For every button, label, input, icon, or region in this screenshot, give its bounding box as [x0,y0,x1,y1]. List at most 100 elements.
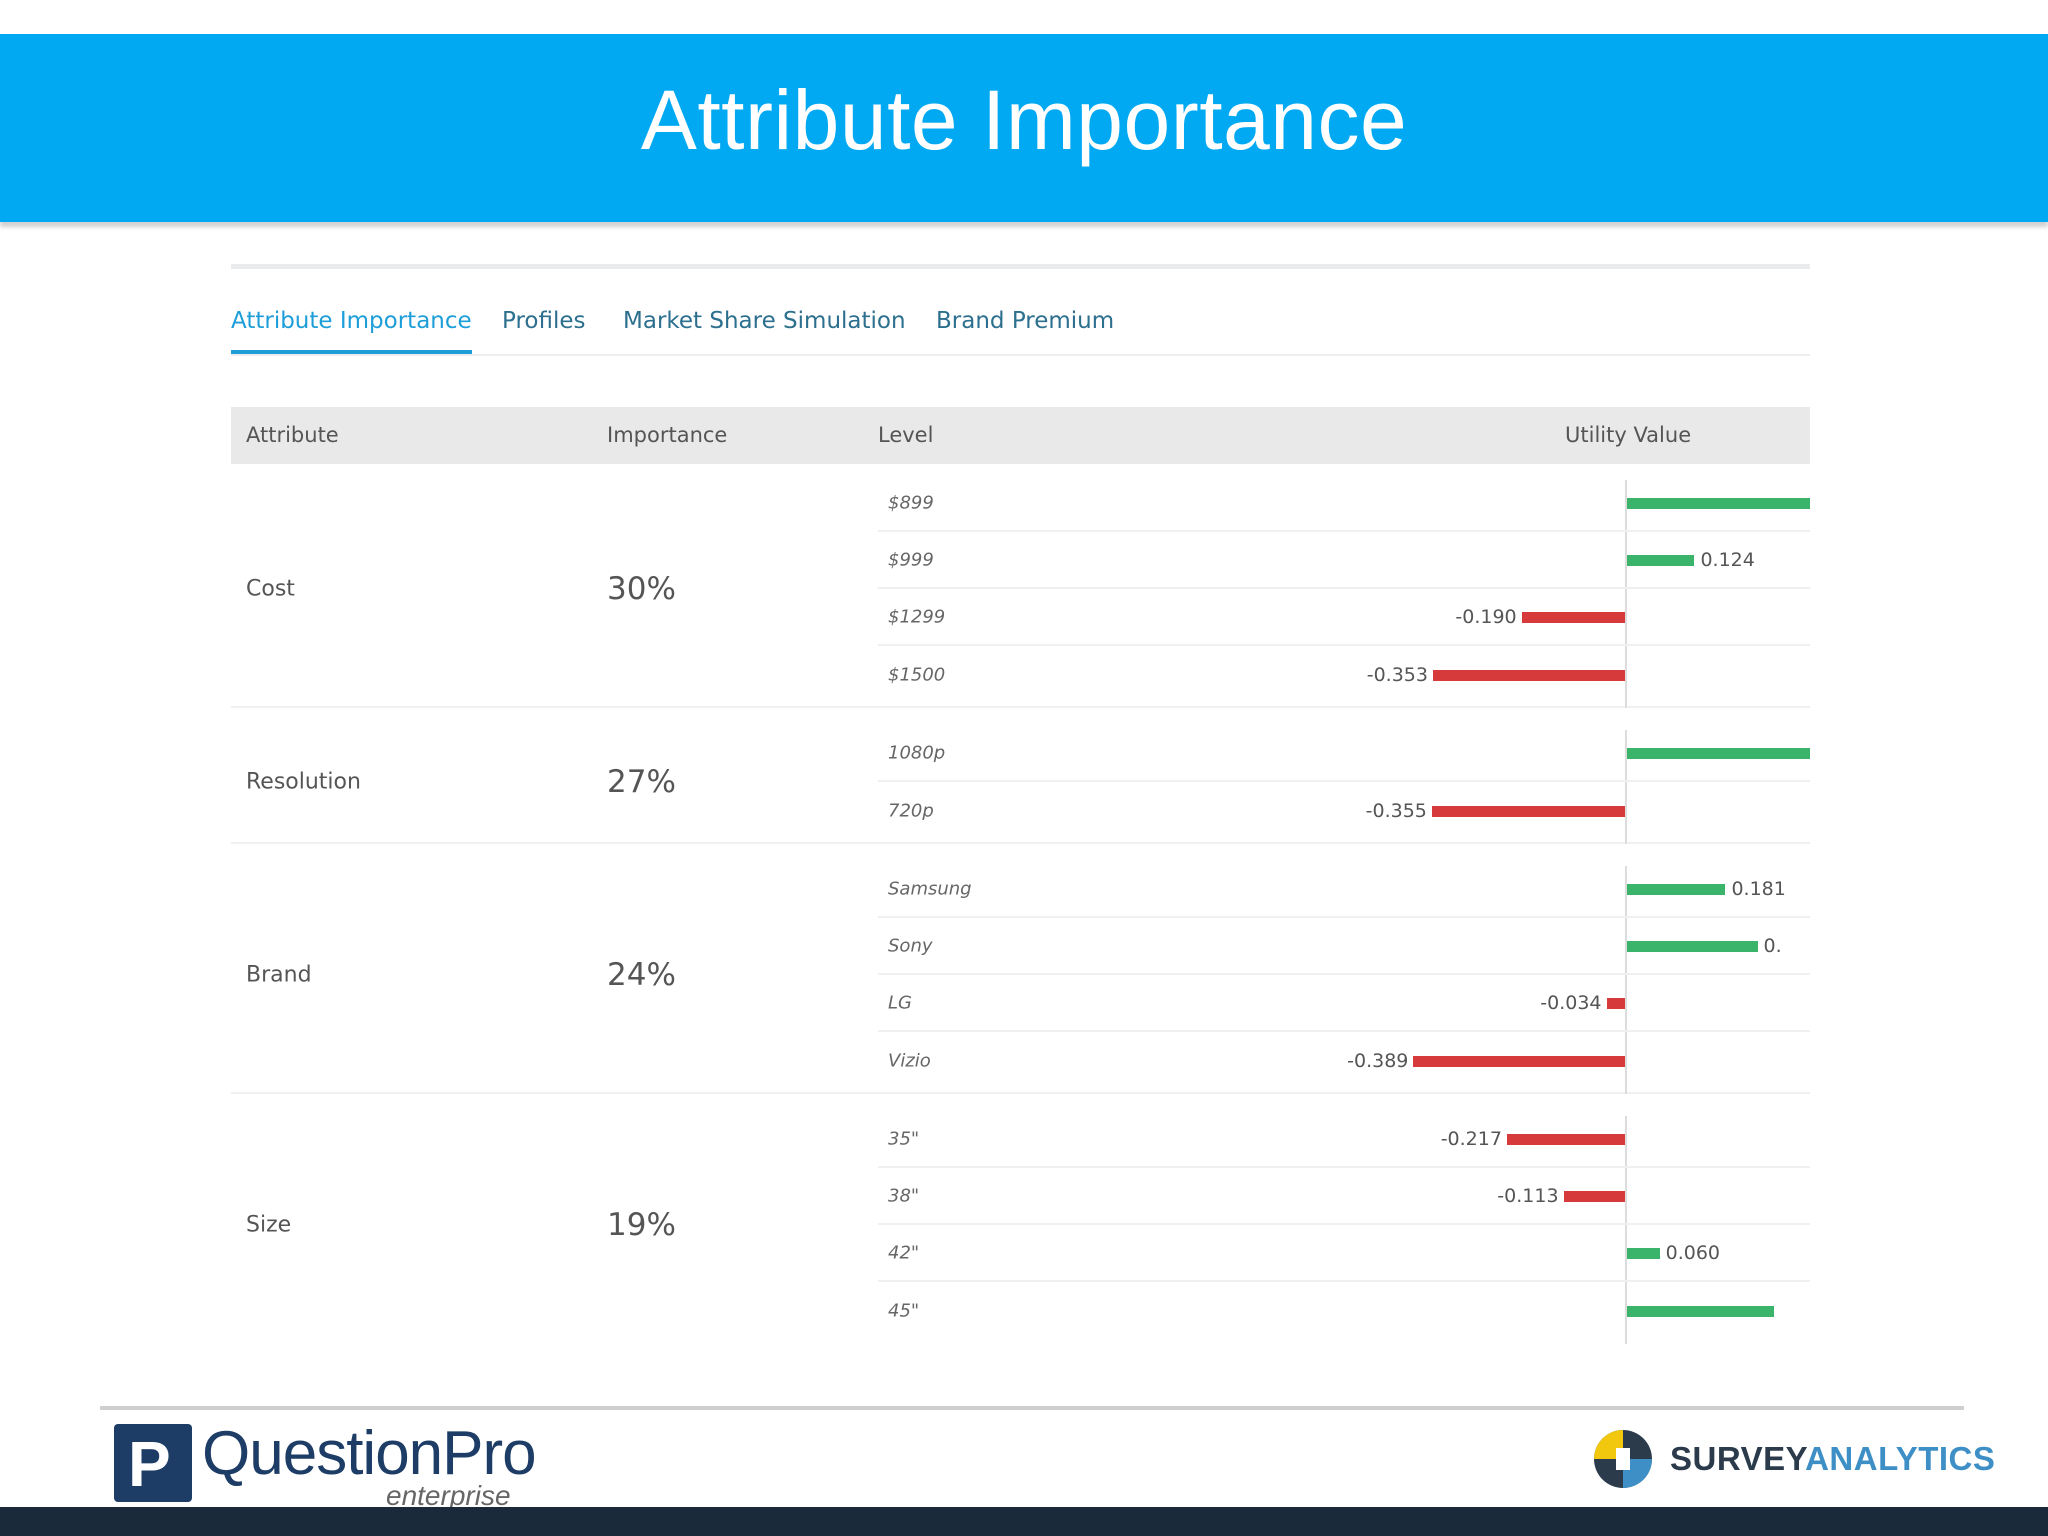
utility-value-label: 0. [1763,934,1782,957]
level-row: 1080p [878,725,1810,782]
utility-zero-axis [1625,866,1627,1094]
app-panel: Attribute Importance Profiles Market Sha… [231,264,1810,1344]
utility-bar [1413,1055,1625,1067]
utility-value-label: -0.113 [1497,1184,1559,1207]
level-row-clip: 1080p [878,725,1810,780]
utility-value-label: 0.181 [1731,877,1786,900]
attribute-importance: 30% [607,571,676,607]
level-row-clip: Samsung 0.181 [878,861,1810,916]
utility-bar [1521,611,1625,623]
utility-zero-axis [1625,1116,1627,1344]
utility-bar [1432,669,1625,681]
questionpro-logo-mark: P [114,1424,192,1502]
level-label: $1299 [888,606,946,627]
utility-value-label: 0.060 [1665,1241,1721,1264]
tab-attribute-importance[interactable]: Attribute Importance [231,294,472,354]
level-label: $1500 [888,664,946,685]
attribute-group: Brand 24% Samsung 0.181 Sony 0. LG -0.034 Vizio -… [231,856,1810,1094]
level-row: 45" [878,1282,1810,1339]
level-row: 720p -0.355 [878,782,1810,839]
level-row: $999 0.124 [878,532,1810,589]
utility-zero-axis [1625,480,1627,708]
tab-market-share-simulation[interactable]: Market Share Simulation [623,308,906,334]
level-row: Vizio -0.389 [878,1032,1810,1089]
level-label: 35" [888,1128,920,1149]
level-row-clip: 35" -0.217 [878,1111,1810,1166]
level-row: $1299 -0.190 [878,589,1810,646]
level-label: 1080p [888,742,946,763]
level-row-clip: $1299 -0.190 [878,589,1810,644]
utility-value-label: -0.389 [1347,1049,1409,1072]
header-attribute: Attribute [246,423,339,447]
level-row: Sony 0. [878,918,1810,975]
utility-bar [1627,1247,1660,1259]
level-row: 42" 0.060 [878,1225,1810,1282]
attribute-importance: 19% [607,1207,676,1243]
header-utility-value: Utility Value [1565,423,1692,447]
questionpro-enterprise: enterprise [386,1480,511,1511]
attribute-name: Resolution [246,769,361,795]
level-row-clip: Vizio -0.389 [878,1032,1810,1089]
level-label: Samsung [888,878,972,899]
level-row-clip: 45" [878,1282,1810,1339]
level-row-clip: 42" 0.060 [878,1225,1810,1280]
utility-value-label: -0.190 [1455,605,1517,628]
attribute-group: Cost 30% $899 $999 0.124 $1299 -0.190 $1500 -0.3… [231,470,1810,708]
level-label: $899 [888,492,934,513]
utility-bar [1627,1305,1774,1317]
logo-letter: P [128,1428,171,1500]
level-label: 38" [888,1185,920,1206]
level-row: $899 [878,475,1810,532]
level-label: 42" [888,1242,920,1263]
tab-profiles[interactable]: Profiles [502,308,586,334]
panel-divider [231,264,1810,269]
level-row-clip: 38" -0.113 [878,1168,1810,1223]
utility-bar [1627,554,1695,566]
attribute-group: Size 19% 35" -0.217 38" -0.113 42" 0.060 45" [231,1106,1810,1344]
level-row-clip: Sony 0. [878,918,1810,973]
attribute-importance: 24% [607,957,676,993]
utility-bar [1627,883,1726,895]
level-row-clip: $999 0.124 [878,532,1810,587]
level-label: LG [888,992,912,1013]
utility-bar [1627,497,1810,509]
attribute-name: Brand [246,962,312,988]
level-row-clip: $1500 -0.353 [878,646,1810,703]
level-row-clip: $899 [878,475,1810,530]
utility-bar [1563,1190,1625,1202]
title-banner: Attribute Importance [0,34,2048,222]
bottom-bar [0,1507,2048,1536]
utility-zero-axis [1625,730,1627,844]
level-row-clip: 720p -0.355 [878,782,1810,839]
utility-value-label: 0.124 [1700,548,1755,571]
utility-value-label: -0.217 [1440,1127,1502,1150]
attribute-name: Cost [246,576,295,602]
utility-bar [1506,1133,1625,1145]
header-importance: Importance [607,423,728,447]
questionpro-brand: QuestionPro [202,1419,537,1488]
level-row: $1500 -0.353 [878,646,1810,703]
level-row-clip: LG -0.034 [878,975,1810,1030]
brand-part-survey: SURVEY [1670,1440,1806,1477]
level-label: 45" [888,1300,920,1321]
brand-part-analytics: ANALYTICS [1805,1440,1996,1477]
utility-bar [1431,805,1625,817]
attribute-name: Size [246,1212,292,1238]
utility-value-label: -0.355 [1365,799,1427,822]
level-row: 38" -0.113 [878,1168,1810,1225]
utility-bar [1627,747,1810,759]
level-row: 35" -0.217 [878,1111,1810,1168]
utility-value-label: -0.353 [1366,663,1428,686]
utility-value-label: -0.034 [1540,991,1602,1014]
level-label: 720p [888,800,934,821]
utility-bar [1627,940,1758,952]
surveyanalytics-logo-icon [1594,1430,1652,1488]
table-header: Attribute Importance Level Utility Value [231,407,1810,464]
footer-divider [100,1406,1964,1410]
level-row: LG -0.034 [878,975,1810,1032]
slide-title: Attribute Importance [640,72,1408,167]
level-label: Sony [888,935,933,956]
header-level: Level [878,423,934,447]
utility-bar [1606,997,1625,1009]
tab-brand-premium[interactable]: Brand Premium [936,308,1115,334]
